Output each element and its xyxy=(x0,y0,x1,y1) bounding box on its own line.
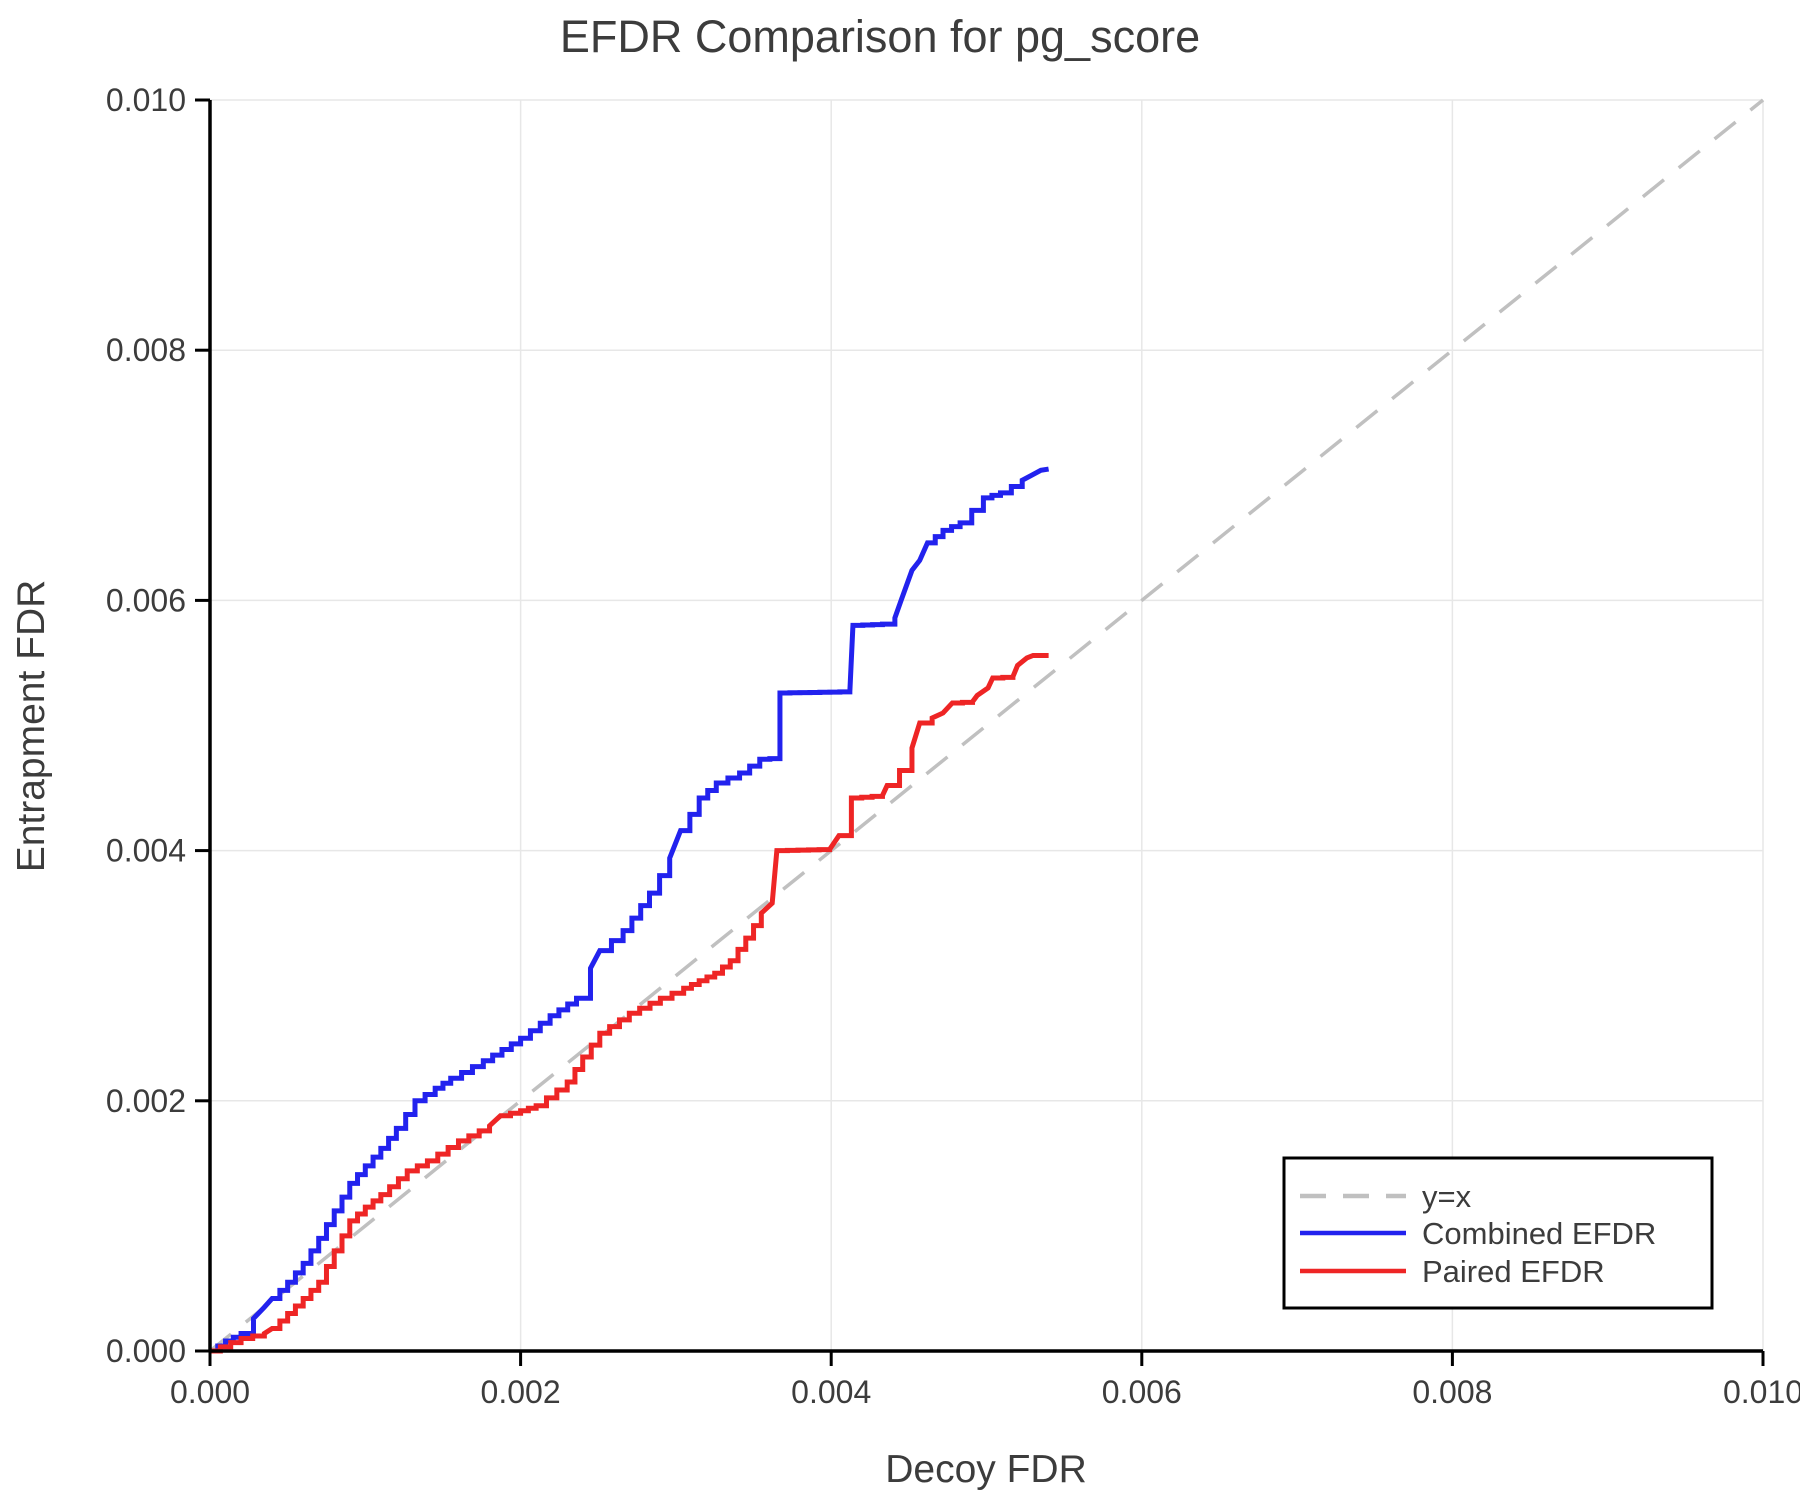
y-tick-label: 0.002 xyxy=(106,1083,186,1119)
y-tick-label: 0.010 xyxy=(106,82,186,118)
data-series xyxy=(208,98,1765,1354)
y-tick-label: 0.000 xyxy=(106,1333,186,1369)
combined-efdr-line xyxy=(210,466,1050,1354)
x-tick-label: 0.000 xyxy=(170,1374,250,1410)
x-axis-label: Decoy FDR xyxy=(885,1448,1087,1491)
axis-ticks: 0.000 0.002 0.004 0.006 0.008 0.010 0.000 0.002… xyxy=(106,82,1800,1410)
legend-label-paired-efdr: Paired EFDR xyxy=(1422,1254,1605,1289)
x-tick-label: 0.002 xyxy=(481,1374,561,1410)
legend-label-y-equals-x: y=x xyxy=(1422,1179,1472,1214)
y-tick-label: 0.006 xyxy=(106,582,186,618)
legend-label-combined-efdr: Combined EFDR xyxy=(1422,1216,1656,1251)
gridlines xyxy=(210,99,1764,1351)
legend: y=x Combined EFDR Paired EFDR xyxy=(1282,1156,1714,1310)
x-tick-label: 0.006 xyxy=(1102,1374,1182,1410)
y-axis-label: Entrapment FDR xyxy=(10,580,53,873)
x-tick-label: 0.010 xyxy=(1723,1374,1800,1410)
y-tick-label: 0.008 xyxy=(106,332,186,368)
paired-efdr-line xyxy=(210,652,1049,1354)
chart-title: EFDR Comparison for pg_score xyxy=(560,11,1200,62)
x-tick-label: 0.004 xyxy=(791,1374,871,1410)
x-tick-label: 0.008 xyxy=(1412,1374,1492,1410)
y-tick-label: 0.004 xyxy=(106,833,186,869)
